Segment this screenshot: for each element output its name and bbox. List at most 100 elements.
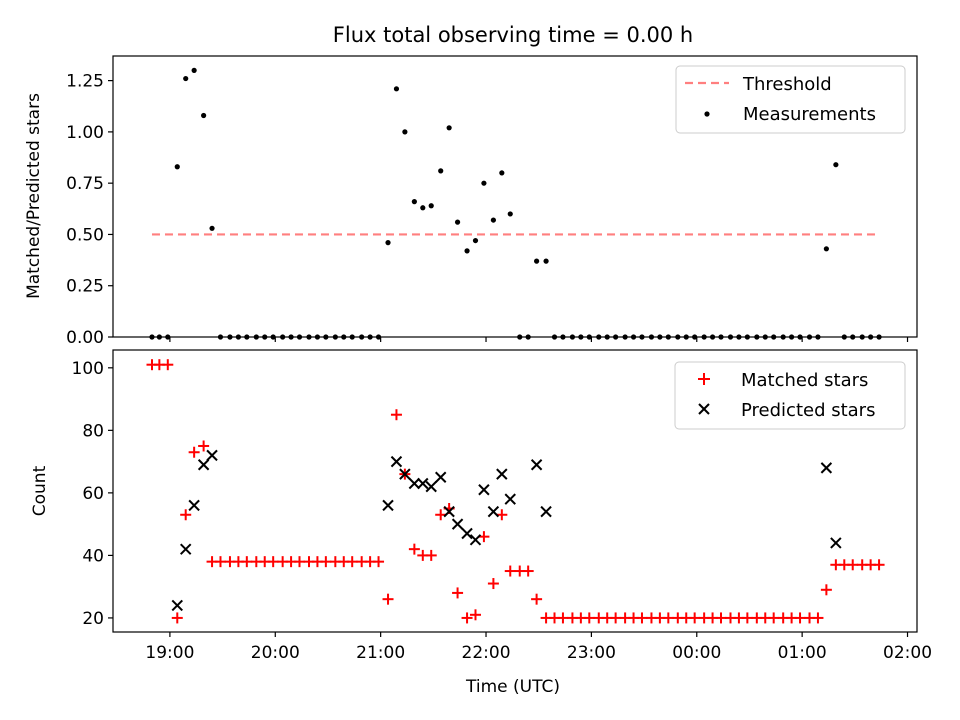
predicted-star-point: [540, 505, 552, 518]
measurement-point: [191, 67, 197, 73]
predicted-star-point: [820, 462, 833, 474]
matched-star-point: [662, 612, 674, 624]
measurement-point: [402, 129, 408, 135]
matched-star-point: [812, 612, 824, 624]
measurement-point: [446, 125, 452, 131]
measurements-legend-swatch: [704, 111, 710, 117]
measurement-point: [420, 205, 426, 211]
measurement-point: [490, 217, 496, 223]
matched-star-point: [873, 559, 885, 571]
matched-legend-label: Matched stars: [741, 370, 868, 391]
predicted-star-point: [830, 537, 842, 549]
x-tick-label: 22:00: [462, 643, 511, 663]
top-y-tick-label: 0.25: [66, 277, 104, 297]
matched-star-point: [382, 593, 394, 605]
matched-star-point: [610, 612, 622, 624]
top-y-axis-label: Matched/Predicted stars: [24, 93, 44, 299]
matched-star-point: [408, 543, 420, 555]
predicted-star-point: [425, 480, 437, 493]
measurement-point: [428, 203, 434, 209]
measurement-point: [499, 170, 505, 176]
matched-star-point: [198, 440, 210, 452]
predicted-star-point: [382, 499, 394, 512]
matched-star-point: [294, 556, 306, 568]
matched-star-point: [689, 612, 701, 624]
predicted-star-point: [206, 449, 218, 462]
matched-star-point: [504, 565, 516, 577]
matched-star-point: [820, 584, 832, 596]
x-tick-label: 23:00: [567, 643, 616, 663]
predicted-star-point: [469, 534, 482, 546]
top-y-tick-label: 0.00: [66, 328, 104, 348]
predicted-star-point: [461, 527, 473, 540]
measurement-point: [472, 237, 479, 244]
measurements-legend-label: Measurements: [743, 104, 876, 125]
bottom-y-tick-label: 100: [72, 359, 104, 379]
predicted-star-point: [478, 484, 490, 496]
matched-star-point: [531, 593, 543, 605]
bottom-y-tick-label: 80: [82, 421, 104, 441]
measurement-point: [393, 86, 400, 92]
x-axis-label: Time (UTC): [465, 677, 560, 697]
predicted-star-point: [443, 505, 455, 518]
matched-legend-swatch: [698, 373, 710, 385]
measurement-point: [385, 240, 391, 246]
measurement-point: [183, 75, 189, 82]
x-tick-label: 02:00: [883, 643, 932, 663]
top-y-tick-label: 1.25: [66, 72, 104, 92]
bottom-y-tick-label: 40: [82, 546, 104, 566]
matched-star-point: [768, 612, 780, 624]
matched-star-point: [162, 359, 174, 371]
matched-star-point: [469, 609, 481, 621]
predicted-star-point: [451, 518, 464, 530]
x-tick-label: 01:00: [778, 643, 827, 663]
top-y-tick-label: 0.75: [66, 174, 104, 194]
matched-star-point: [373, 556, 385, 568]
predicted-star-point: [496, 468, 508, 480]
predicted-legend-label: Predicted stars: [741, 400, 875, 421]
chart-title: Flux total observing time = 0.00 h: [333, 23, 693, 47]
bottom-y-tick-label: 60: [82, 484, 104, 504]
top-plot-frame: [112, 55, 918, 338]
top-y-tick-label: 0.50: [66, 225, 104, 245]
matched-star-point: [171, 612, 183, 624]
measurement-point: [823, 246, 829, 252]
matched-star-point: [478, 531, 490, 543]
measurement-point: [209, 225, 215, 231]
matched-star-point: [496, 509, 508, 521]
matched-star-point: [188, 446, 200, 458]
measurement-point: [833, 162, 839, 168]
predicted-star-point: [390, 455, 403, 468]
predicted-star-point: [171, 599, 183, 612]
matched-star-point: [522, 565, 534, 577]
top-y-tick-label: 1.00: [66, 123, 104, 143]
predicted-star-point: [504, 493, 516, 505]
matched-star-point: [320, 556, 332, 568]
matched-star-point: [715, 612, 727, 624]
measurement-point: [411, 199, 417, 205]
matched-star-point: [214, 556, 226, 568]
measurement-point: [481, 180, 487, 186]
ratio-panel: Flux total observing time = 0.00 h 0.00 0…: [24, 23, 918, 348]
bottom-legend: Matched stars Predicted stars: [674, 361, 906, 430]
matched-star-point: [267, 556, 279, 568]
matched-star-point: [636, 612, 648, 624]
matched-star-point: [241, 556, 253, 568]
matched-star-point: [487, 578, 499, 590]
bottom-plot-frame: [112, 349, 918, 633]
x-tick-label: 19:00: [145, 643, 194, 663]
predicted-star-point: [180, 543, 192, 555]
matched-star-point: [346, 556, 358, 568]
measurement-point: [464, 248, 470, 254]
matched-star-point: [557, 612, 569, 624]
matched-star-point: [425, 549, 437, 561]
predicted-star-point: [188, 499, 200, 512]
top-legend-box: [675, 65, 906, 134]
measurement-point: [174, 164, 180, 170]
matched-star-point: [583, 612, 595, 624]
x-tick-label: 00:00: [672, 643, 721, 663]
predicted-star-point: [399, 468, 411, 480]
bottom-y-axis-label: Count: [30, 465, 50, 516]
predicted-star-point: [408, 477, 421, 490]
